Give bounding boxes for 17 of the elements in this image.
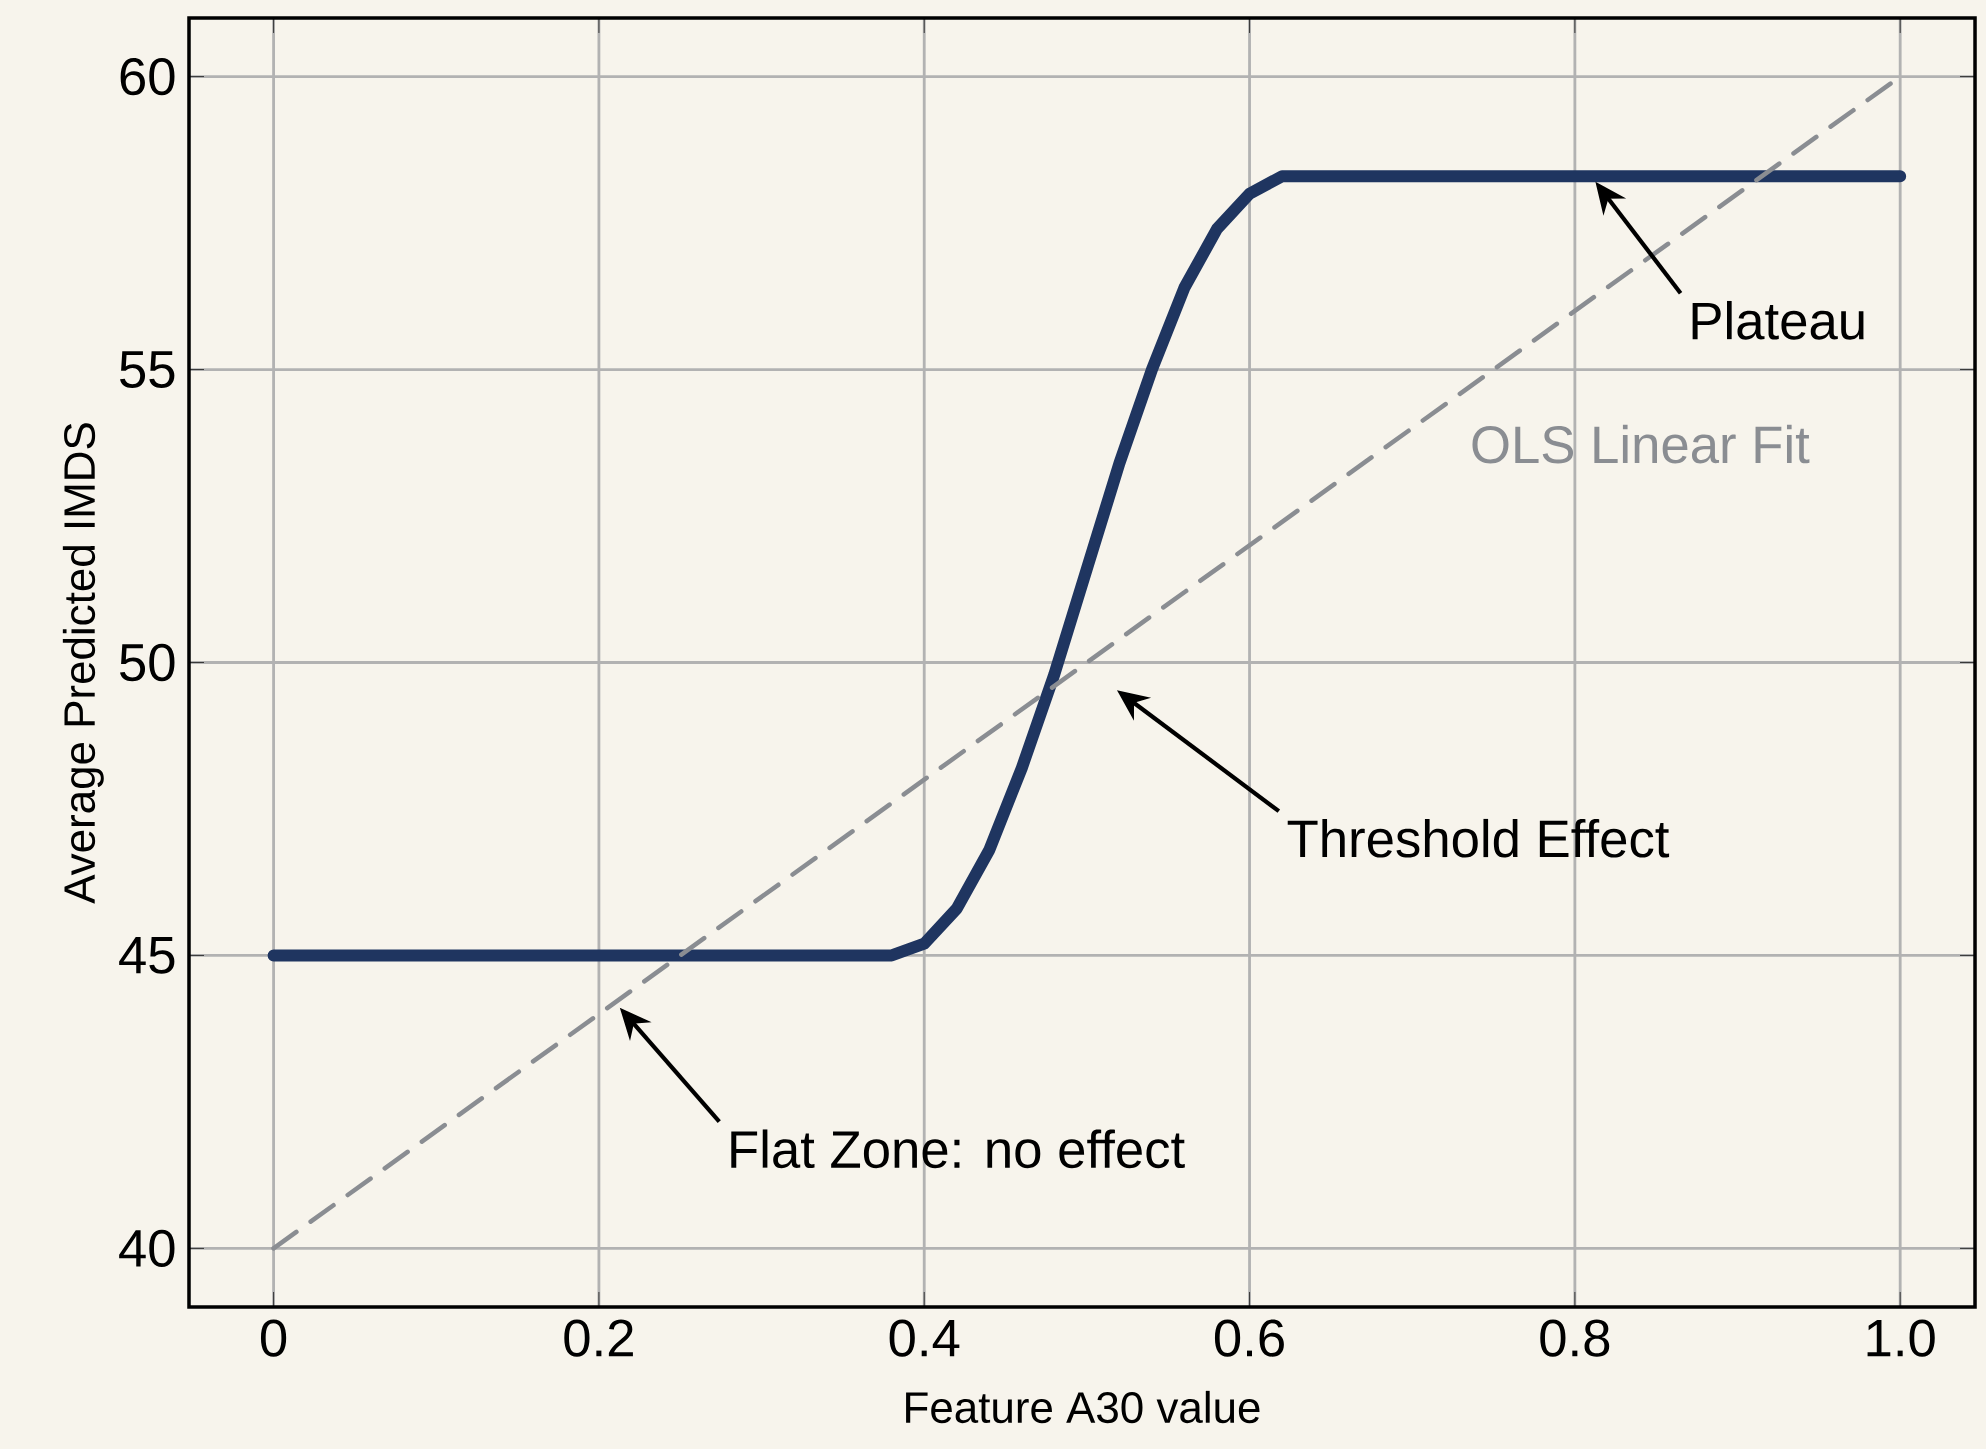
annotation: Threshold Effect — [1287, 818, 1670, 858]
x-tick-label: 0.4 — [889, 1319, 960, 1357]
x-axis-title: Feature A30 value — [906, 1390, 1260, 1424]
y-tick-label: 55 — [120, 351, 175, 388]
y-tick-label: 40 — [119, 1229, 175, 1268]
annotation: Plateau — [1692, 300, 1864, 340]
x-tick-label: 0 — [260, 1319, 287, 1357]
y-tick-label: 50 — [120, 643, 175, 682]
y-axis-title: Average Predicted IMDS — [62, 423, 104, 904]
y-tick-label: 45 — [119, 937, 175, 974]
y-tick-label: 60 — [120, 57, 175, 96]
series-label: OLS Linear Fit — [1472, 424, 1810, 464]
x-tick-label: 0.6 — [1214, 1319, 1284, 1357]
x-tick-label: 1.0 — [1867, 1319, 1935, 1357]
annotation: Flat Zone: no effect — [731, 1129, 1185, 1169]
x-tick-label: 0.2 — [564, 1319, 633, 1357]
x-tick-label: 0.8 — [1540, 1319, 1610, 1357]
